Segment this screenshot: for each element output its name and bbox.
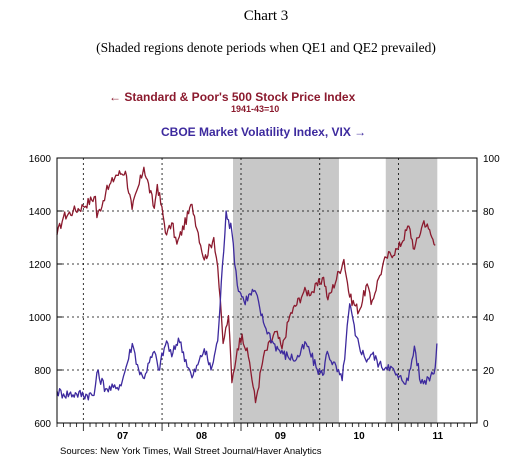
left-axis-tick-label: 600 [34, 419, 51, 430]
sp500-series-line [56, 166, 436, 404]
x-axis-tick-label: 10 [354, 431, 366, 442]
right-arrow-icon: → [354, 125, 367, 139]
chart-title: Chart 3 [243, 8, 289, 24]
left-axis-tick-label: 1000 [29, 313, 52, 324]
legend-sp500-label: Standard & Poor's 500 Stock Price Index [124, 90, 356, 104]
left-axis-tick-label: 1600 [29, 154, 52, 165]
right-axis-tick-label: 20 [483, 366, 495, 377]
right-axis-tick-label: 80 [483, 207, 495, 218]
x-axis-tick-label: 07 [117, 431, 129, 442]
legend-sp500: ← Standard & Poor's 500 Stock Price Inde… [109, 90, 355, 104]
x-axis-tick-label: 11 [433, 431, 444, 442]
right-axis-tick-label: 60 [483, 260, 495, 271]
shaded-region-qe2 [385, 158, 438, 423]
left-axis-tick-label: 1200 [29, 260, 52, 271]
right-axis-tick-label: 100 [483, 154, 500, 165]
vix-series-line [56, 210, 438, 401]
source-note: Sources: New York Times, Wall Street Jou… [60, 446, 322, 457]
x-axis-tick-label: 08 [196, 431, 208, 442]
chart-subtitle: (Shaded regions denote periods when QE1 … [96, 40, 436, 55]
x-axis-tick-label: 09 [275, 431, 287, 442]
legend-vix-label: CBOE Market Volatility Index, VIX [161, 125, 351, 139]
left-arrow-icon: ← [109, 90, 121, 104]
shaded-region-qe1 [233, 158, 339, 423]
left-axis-tick-label: 800 [34, 366, 51, 377]
left-axis-tick-label: 1400 [29, 207, 52, 218]
legend-vix: CBOE Market Volatility Index, VIX → [161, 125, 366, 139]
right-axis-tick-label: 40 [483, 313, 495, 324]
legend-sp500-sublabel: 1941-43=10 [231, 104, 280, 114]
right-axis-tick-label: 0 [483, 419, 489, 430]
